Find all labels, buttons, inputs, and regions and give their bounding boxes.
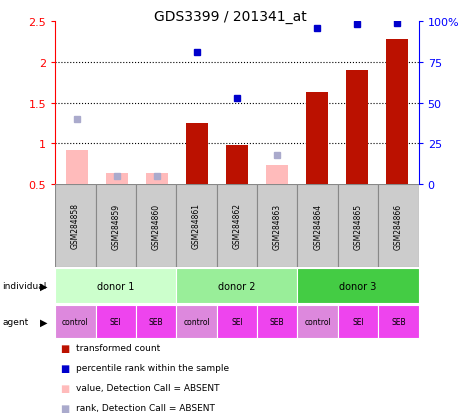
Bar <box>55 305 95 339</box>
Text: value, Detection Call = ABSENT: value, Detection Call = ABSENT <box>76 383 219 392</box>
Bar <box>176 305 216 339</box>
Bar <box>337 185 377 267</box>
Bar <box>305 93 327 185</box>
Bar <box>146 174 168 185</box>
Text: GSM284865: GSM284865 <box>353 203 362 249</box>
Bar <box>216 185 257 267</box>
Text: GSM284860: GSM284860 <box>151 203 160 249</box>
Bar <box>297 185 337 267</box>
Bar <box>225 145 247 185</box>
Bar <box>377 305 418 339</box>
Bar <box>176 268 297 304</box>
Text: SEI: SEI <box>230 317 242 326</box>
Bar <box>265 166 287 185</box>
Text: ■: ■ <box>60 363 69 373</box>
Text: individual: individual <box>2 281 46 290</box>
Text: transformed count: transformed count <box>76 343 160 352</box>
Text: GSM284864: GSM284864 <box>313 203 321 249</box>
Text: GSM284858: GSM284858 <box>71 203 80 249</box>
Text: ▶: ▶ <box>40 317 47 327</box>
Text: SEB: SEB <box>390 317 405 326</box>
Bar <box>297 305 337 339</box>
Text: donor 2: donor 2 <box>218 281 255 291</box>
Text: control: control <box>183 317 209 326</box>
Text: agent: agent <box>2 317 28 326</box>
Text: SEB: SEB <box>269 317 284 326</box>
Bar <box>106 174 128 185</box>
Text: ■: ■ <box>60 343 69 353</box>
Text: donor 3: donor 3 <box>339 281 376 291</box>
Text: SEB: SEB <box>149 317 163 326</box>
Text: ■: ■ <box>60 403 69 413</box>
Text: GDS3399 / 201341_at: GDS3399 / 201341_at <box>153 10 306 24</box>
Bar <box>185 123 207 185</box>
Text: percentile rank within the sample: percentile rank within the sample <box>76 363 229 372</box>
Text: GSM284859: GSM284859 <box>111 203 120 249</box>
Bar <box>66 150 88 185</box>
Bar <box>95 185 136 267</box>
Bar <box>136 185 176 267</box>
Bar <box>385 40 407 185</box>
Bar <box>337 305 377 339</box>
Text: donor 1: donor 1 <box>97 281 134 291</box>
Bar <box>377 185 418 267</box>
Bar <box>225 166 247 185</box>
Text: ▶: ▶ <box>40 281 47 291</box>
Text: GSM284866: GSM284866 <box>393 203 402 249</box>
Text: GSM284862: GSM284862 <box>232 203 241 249</box>
Text: SEI: SEI <box>110 317 121 326</box>
Text: rank, Detection Call = ABSENT: rank, Detection Call = ABSENT <box>76 403 214 412</box>
Text: ■: ■ <box>60 383 69 393</box>
Bar <box>257 305 297 339</box>
Bar <box>136 305 176 339</box>
Bar <box>55 268 176 304</box>
Bar <box>176 185 216 267</box>
Text: SEI: SEI <box>352 317 363 326</box>
Bar <box>216 305 257 339</box>
Bar <box>345 71 367 185</box>
Bar <box>297 268 418 304</box>
Text: GSM284861: GSM284861 <box>191 203 201 249</box>
Bar <box>95 305 136 339</box>
Text: control: control <box>62 317 89 326</box>
Text: control: control <box>303 317 330 326</box>
Bar <box>257 185 297 267</box>
Bar <box>55 185 95 267</box>
Text: GSM284863: GSM284863 <box>272 203 281 249</box>
